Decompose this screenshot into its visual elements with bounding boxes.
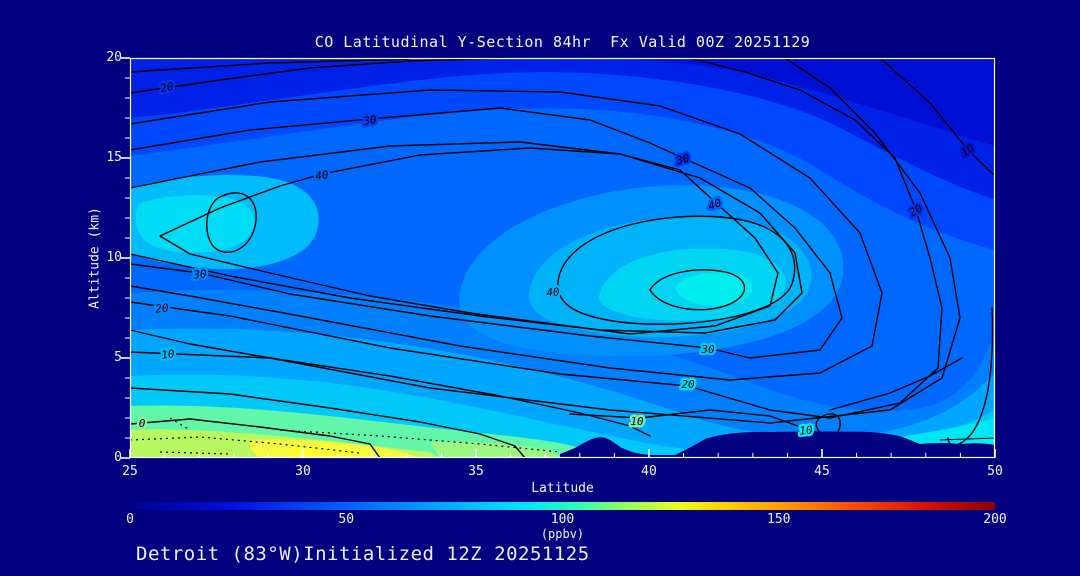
- contour-label-40: 40: [546, 285, 561, 299]
- colorbar-units-label: (ppbv): [540, 527, 585, 541]
- y-tick-label: 5: [114, 350, 122, 365]
- colorbar-tick-label: 150: [767, 512, 791, 527]
- contour-label-20: 20: [155, 301, 170, 315]
- x-tick-label: 35: [468, 464, 484, 479]
- x-tick-label: 45: [814, 464, 830, 479]
- dotted-contours: [129, 417, 561, 455]
- x-axis-label: Latitude: [531, 481, 594, 496]
- contour-label-30: 30: [700, 343, 715, 356]
- contour-label-10: 10: [630, 415, 644, 428]
- x-tick-label: 40: [641, 464, 657, 479]
- colorbar-tick-label: 0: [126, 512, 134, 527]
- chart-title: CO Latitudinal Y-Section 84hr Fx Valid 0…: [314, 33, 811, 51]
- colorbar-tick-label: 50: [338, 512, 355, 527]
- contour-label-40: 40: [314, 168, 329, 183]
- x-tick-label: 30: [295, 464, 311, 479]
- contour-label-10: 10: [160, 347, 175, 362]
- y-tick-label: 20: [106, 50, 122, 65]
- contour-label-10: 10: [799, 423, 814, 437]
- colorbar-tick-label: 100: [550, 512, 575, 527]
- y-tick-label: 15: [106, 150, 122, 165]
- colorbar: [130, 502, 995, 510]
- contour-label-20: 20: [159, 80, 175, 96]
- contour-label-0: 0: [139, 417, 146, 430]
- contour-label-30: 30: [192, 267, 208, 281]
- plot-frame: [129, 57, 996, 459]
- contour-label-30: 30: [361, 113, 377, 128]
- y-tick-label: 10: [106, 250, 122, 265]
- terrain-silhouette: [560, 431, 995, 458]
- x-tick-label: 25: [122, 464, 138, 479]
- x-tick-label: 50: [987, 464, 1003, 479]
- contour-label-30: 30: [674, 152, 691, 168]
- y-tick-label: 0: [114, 450, 122, 465]
- footer-run-info: Detroit (83°W)Initialized 12Z 20251125: [136, 543, 590, 565]
- colorbar-tick-label: 200: [983, 512, 1007, 527]
- line-contours: [129, 57, 996, 459]
- contour-label-20: 20: [681, 378, 695, 391]
